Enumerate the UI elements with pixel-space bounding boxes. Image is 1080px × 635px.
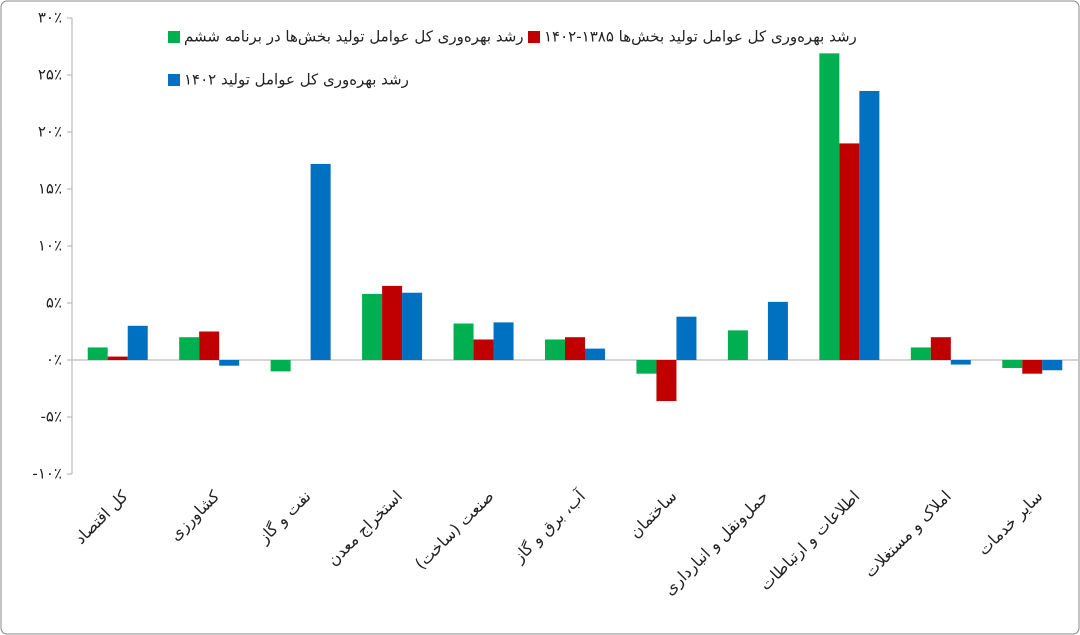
- bar: [656, 360, 677, 402]
- legend-label: رشد بهره‌وری کل عوامل تولید بخش‌ها ۱۳۸۵-…: [544, 28, 857, 46]
- bar: [859, 90, 880, 361]
- bar: [585, 348, 605, 360]
- bar: [1022, 360, 1043, 374]
- bar: [930, 337, 951, 360]
- bar: [493, 322, 514, 360]
- legend-swatch: [528, 31, 540, 43]
- bar: [87, 347, 108, 360]
- y-tick-label: ۱۰٪: [38, 237, 62, 255]
- legend-label: رشد بهره‌وری کل عوامل تولید ۱۴۰۲: [184, 71, 409, 89]
- y-tick-label: ۰٪: [46, 351, 62, 369]
- bar: [950, 360, 971, 365]
- bar: [127, 325, 148, 360]
- y-tick-label: -۱۰٪: [32, 465, 62, 483]
- bar: [819, 53, 840, 361]
- y-tick-label: -۵٪: [40, 408, 62, 426]
- y-tick-label: ۱۵٪: [38, 180, 62, 198]
- bar: [310, 163, 331, 360]
- bar: [1042, 360, 1063, 371]
- bar: [767, 301, 788, 360]
- bar: [107, 356, 128, 360]
- bar: [453, 323, 474, 360]
- bar: [199, 331, 220, 360]
- bar: [545, 339, 565, 360]
- legend-label: رشد بهره‌وری کل عوامل تولید بخش‌ها در بر…: [184, 28, 524, 46]
- y-tick-label: ۲۵٪: [38, 66, 62, 84]
- bar: [636, 360, 657, 374]
- legend-swatch: [168, 74, 180, 86]
- bar: [362, 293, 383, 360]
- bar: [839, 143, 860, 360]
- bar: [270, 360, 291, 372]
- bar: [402, 292, 423, 360]
- bar: [179, 337, 200, 360]
- bar: [1002, 360, 1023, 368]
- y-tick-label: ۳۰٪: [38, 9, 62, 27]
- y-tick-label: ۲۰٪: [38, 123, 62, 141]
- bar: [676, 316, 697, 360]
- legend-swatch: [168, 31, 180, 43]
- bar: [910, 347, 931, 360]
- y-tick-label: ۵٪: [46, 294, 62, 312]
- bar: [382, 285, 403, 360]
- bar: [565, 337, 585, 360]
- bar: [473, 339, 494, 360]
- bar: [727, 330, 748, 360]
- bar: [219, 360, 240, 366]
